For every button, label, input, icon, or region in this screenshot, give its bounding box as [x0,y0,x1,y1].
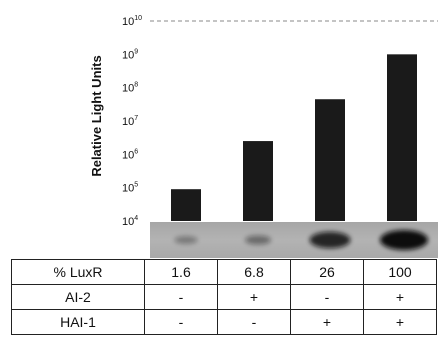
gel-band [174,236,198,244]
gel-band [309,231,351,249]
table-cell: 100 [363,259,437,285]
y-tick-label: 104 [122,215,138,228]
gel-band [380,230,428,250]
row-header-hai1: HAI-1 [11,309,145,335]
condition-table: % LuxR 1.6 6.8 26 100 AI-2 - + - + HAI-1… [11,259,437,335]
table-cell: + [290,309,364,335]
y-tick-label: 1010 [122,15,142,28]
row-header-ai2: AI-2 [11,284,145,310]
y-axis-label: Relative Light Units [89,55,104,176]
gel-band [244,235,272,245]
bar [315,99,345,221]
table-cell: + [363,284,437,310]
bar [243,141,273,221]
table-cell: - [217,309,291,335]
row-header-luxr: % LuxR [11,259,145,285]
y-tick-label: 107 [122,115,138,128]
table-cell: + [217,284,291,310]
table-cell: - [290,284,364,310]
y-tick-label: 108 [122,82,138,95]
bar [171,189,201,221]
table-row: % LuxR 1.6 6.8 26 100 [11,259,437,285]
y-tick-label: 105 [122,182,138,195]
table-cell: - [144,309,218,335]
table-cell: 26 [290,259,364,285]
table-cell: + [363,309,437,335]
table-cell: 1.6 [144,259,218,285]
table-row: AI-2 - + - + [11,284,437,310]
table-cell: - [144,284,218,310]
y-tick-label: 109 [122,48,138,61]
bar [387,54,417,222]
table-row: HAI-1 - - + + [11,309,437,335]
table-cell: 6.8 [217,259,291,285]
y-tick-label: 106 [122,148,138,161]
